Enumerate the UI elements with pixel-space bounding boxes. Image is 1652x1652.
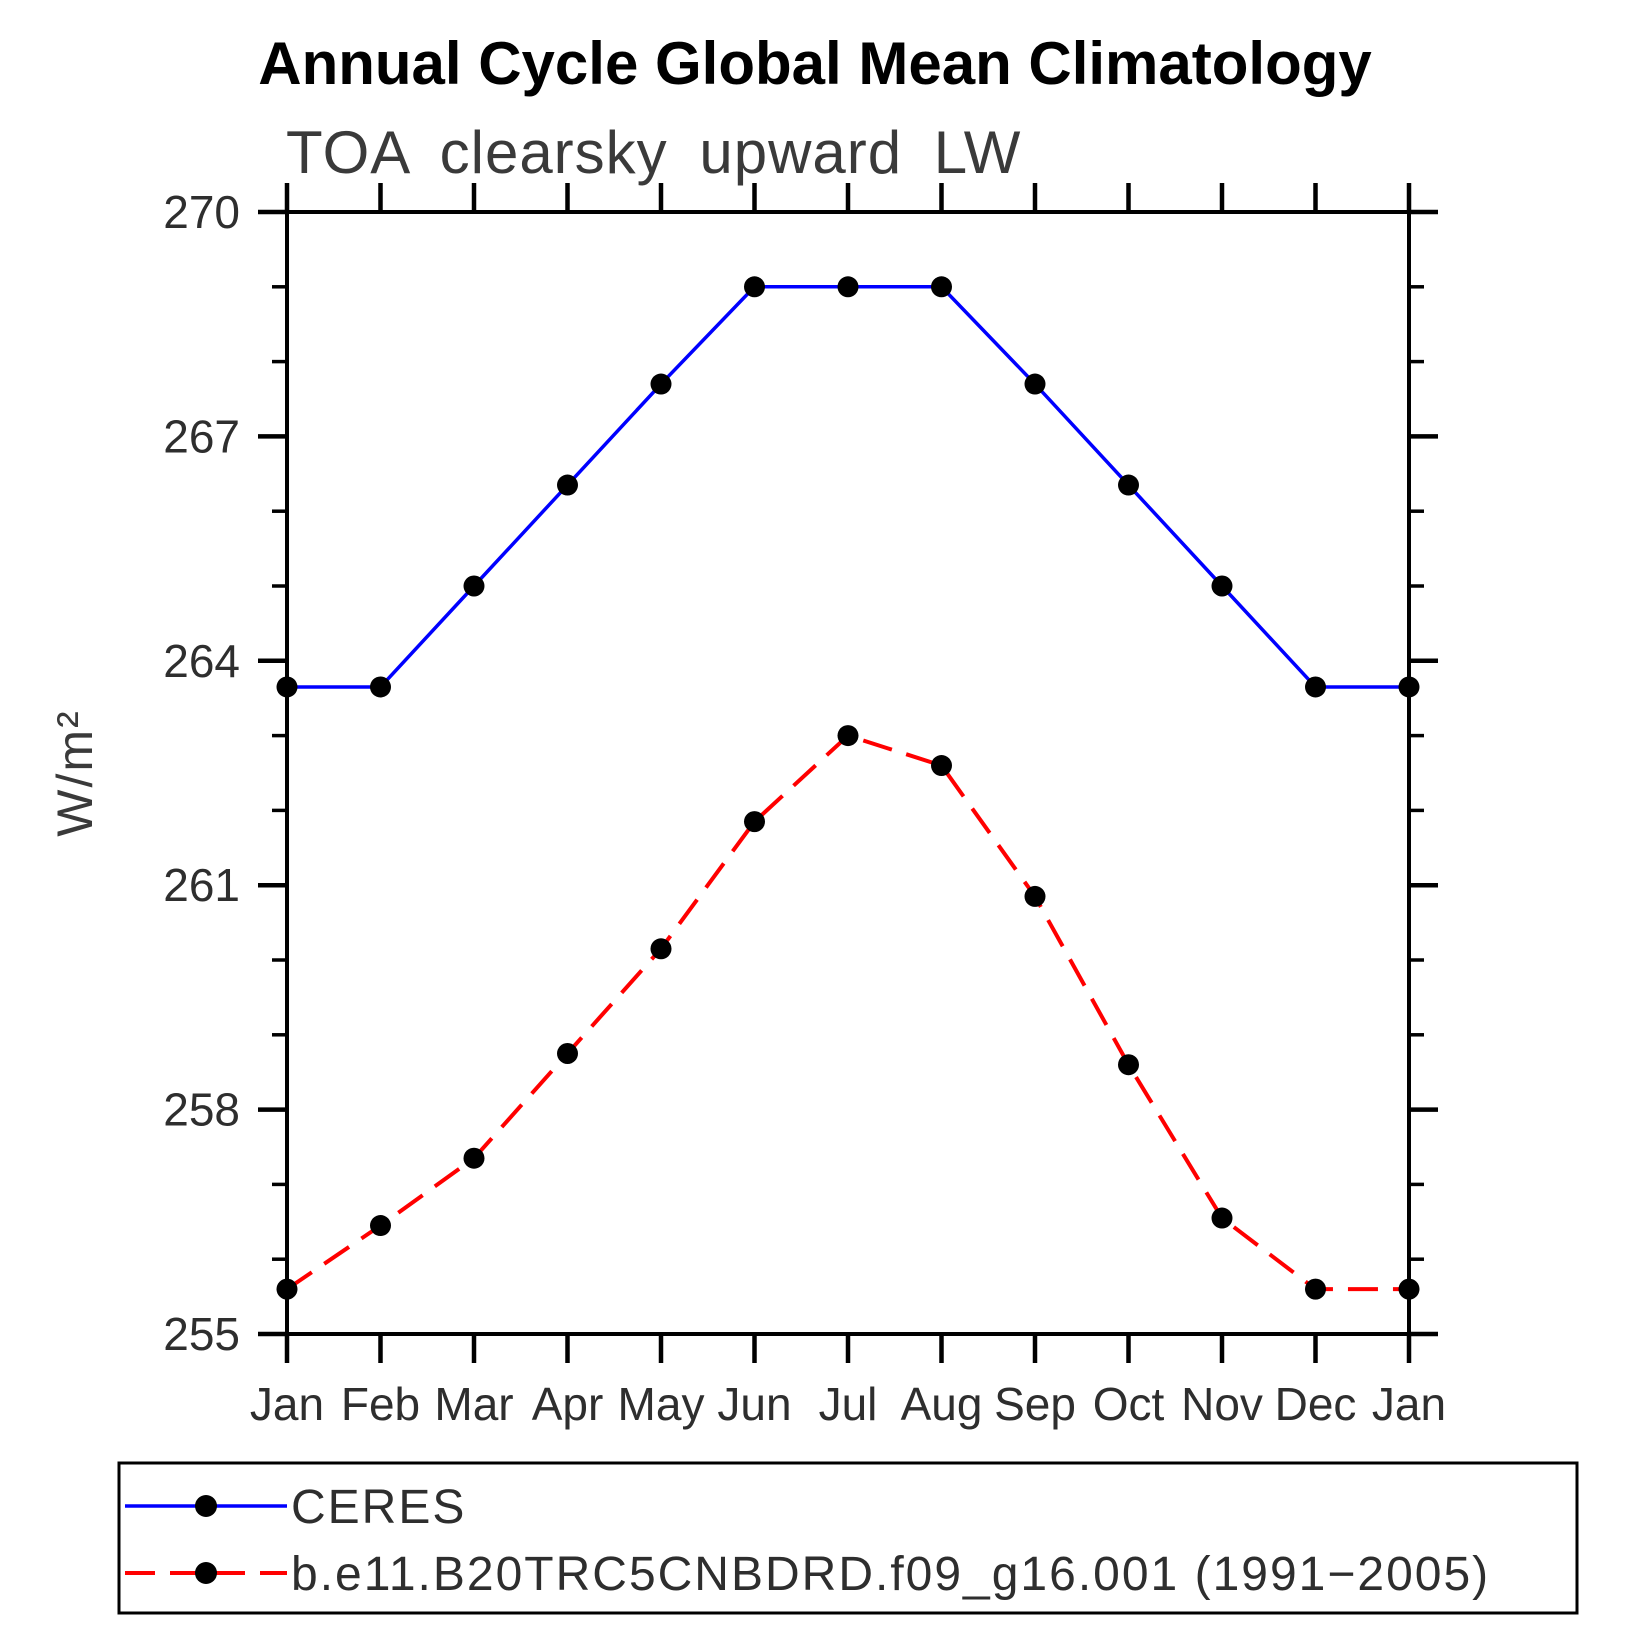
y-tick-label: 270 (163, 186, 240, 238)
series-marker (1024, 373, 1046, 395)
month-label: Jan (250, 1378, 324, 1430)
legend-label: b.e11.B20TRC5CNBDRD.f09_g16.001 (1991−20… (291, 1548, 1490, 1601)
series-marker (1118, 474, 1139, 496)
series-marker (837, 276, 859, 298)
y-tick-label: 261 (163, 859, 240, 911)
month-label: Jan (1372, 1378, 1446, 1430)
legend-entries: CERES b.e11.B20TRC5CNBDRD.f09_g16.001 (19… (125, 1481, 1490, 1601)
series-marker (557, 474, 578, 496)
series-marker (837, 725, 859, 747)
y-tick-label: 255 (163, 1308, 240, 1360)
series-marker (370, 1215, 391, 1237)
series-marker (1305, 1278, 1326, 1300)
series-marker (931, 755, 952, 777)
series-marker (650, 373, 672, 395)
series-marker (650, 938, 672, 960)
month-label: Feb (341, 1378, 420, 1430)
series-marker (1211, 1207, 1233, 1229)
plot-border (285, 210, 1411, 1336)
series-marker (276, 676, 298, 698)
month-label: Dec (1275, 1378, 1357, 1430)
legend-marker (195, 1495, 217, 1517)
series-marker (1118, 1054, 1139, 1076)
legend-marker (195, 1562, 217, 1584)
legend: CERES b.e11.B20TRC5CNBDRD.f09_g16.001 (19… (117, 1461, 1579, 1615)
data-series-group (276, 276, 1420, 1300)
month-label: Oct (1093, 1378, 1165, 1430)
series-marker (463, 575, 485, 597)
y-tick-label: 264 (163, 635, 240, 687)
axis-ticks (258, 183, 1438, 1363)
y-tick-label: 267 (163, 410, 240, 462)
month-label: May (618, 1378, 705, 1430)
series-marker (557, 1043, 578, 1064)
month-label: Nov (1181, 1378, 1263, 1430)
month-labels: Jan Feb Mar Apr May Jun Jul Aug Sep Oct Nov Dec Jan (250, 1378, 1446, 1430)
series-marker (370, 676, 391, 698)
series-marker (1305, 676, 1326, 698)
series-line-0 (287, 285, 1409, 689)
month-label: Jun (717, 1378, 791, 1430)
series-marker (1398, 1278, 1420, 1300)
month-label: Apr (532, 1378, 604, 1430)
legend-label: CERES (291, 1481, 466, 1534)
series-marker (1024, 885, 1046, 907)
series-line-1 (285, 733, 1409, 1292)
series-marker (931, 276, 952, 298)
month-label: Sep (994, 1378, 1076, 1430)
month-label: Jul (819, 1378, 878, 1430)
y-tick-label: 258 (163, 1084, 240, 1136)
series-marker (1398, 676, 1420, 698)
chart-title: Annual Cycle Global Mean Climatology (258, 30, 1372, 97)
y-tick-labels: 255 258 261 264 267 270 (163, 186, 240, 1360)
series-marker (276, 1278, 298, 1300)
month-label: Aug (901, 1378, 983, 1430)
chart-subtitle: TOA clearsky upward LW (286, 119, 1021, 186)
series-marker (463, 1147, 485, 1169)
series-marker (744, 276, 765, 298)
legend-box (117, 1461, 1579, 1615)
y-axis-label: W/m² (47, 709, 103, 836)
month-label: Mar (434, 1378, 513, 1430)
series-marker (1211, 575, 1233, 597)
series-marker (744, 811, 765, 833)
